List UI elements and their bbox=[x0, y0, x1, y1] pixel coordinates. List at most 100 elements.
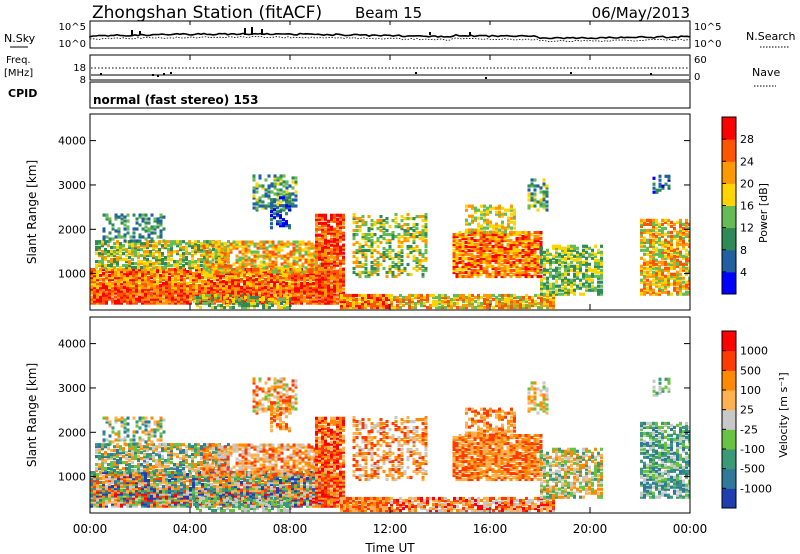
power-cell bbox=[567, 262, 570, 266]
power-cell bbox=[418, 262, 422, 267]
power-cell bbox=[330, 227, 333, 231]
power-cell bbox=[117, 301, 120, 305]
power-cell bbox=[170, 258, 173, 262]
power-cell bbox=[480, 204, 483, 208]
power-cell bbox=[183, 272, 186, 276]
power-cell bbox=[318, 249, 321, 253]
power-cell bbox=[485, 256, 489, 261]
power-cell bbox=[382, 258, 386, 263]
power-cell bbox=[191, 266, 194, 270]
power-cell bbox=[252, 280, 255, 284]
power-cell bbox=[294, 293, 297, 297]
power-cell bbox=[177, 282, 180, 286]
power-cell bbox=[300, 291, 303, 295]
power-cell bbox=[597, 274, 600, 278]
power-cell bbox=[506, 235, 510, 239]
power-cell bbox=[394, 274, 398, 279]
power-cell bbox=[539, 202, 543, 206]
power-cell bbox=[291, 276, 294, 280]
power-cell bbox=[135, 297, 138, 301]
power-cell bbox=[241, 242, 245, 246]
freq-label-line1: Freq. bbox=[6, 55, 31, 66]
power-cell bbox=[400, 225, 404, 229]
power-cell bbox=[658, 290, 661, 294]
power-cell bbox=[418, 248, 422, 253]
power-cell bbox=[533, 266, 537, 271]
power-cell bbox=[573, 288, 576, 292]
power-cell bbox=[204, 286, 207, 290]
power-cell bbox=[241, 262, 245, 266]
power-cell bbox=[483, 212, 486, 216]
power-cell bbox=[467, 266, 471, 271]
power-cell bbox=[101, 242, 104, 246]
power-cell bbox=[518, 272, 522, 277]
power-cell bbox=[555, 260, 558, 264]
power-cell bbox=[540, 297, 543, 302]
power-cell bbox=[333, 261, 336, 265]
power-cell bbox=[321, 285, 324, 289]
power-cell bbox=[288, 226, 291, 230]
power-cell bbox=[585, 284, 588, 288]
power-cell bbox=[352, 254, 356, 259]
power-cell bbox=[294, 278, 297, 282]
power-cell bbox=[453, 303, 456, 308]
power-cell bbox=[321, 261, 324, 265]
power-cell bbox=[271, 254, 275, 258]
power-cell bbox=[280, 248, 284, 252]
power-cell bbox=[527, 272, 531, 277]
power-cell bbox=[144, 280, 147, 284]
power-cell bbox=[361, 295, 364, 300]
power-cell bbox=[132, 239, 136, 243]
power-cell bbox=[670, 224, 673, 228]
power-cell bbox=[220, 264, 224, 268]
power-cell bbox=[102, 278, 105, 282]
power-cell bbox=[421, 272, 425, 277]
power-cell bbox=[485, 270, 489, 275]
power-cell bbox=[573, 292, 576, 296]
power-cell bbox=[135, 280, 138, 284]
power-cell bbox=[310, 258, 314, 262]
power-cell bbox=[567, 290, 570, 294]
power-cell bbox=[558, 292, 561, 296]
power-cell bbox=[379, 252, 383, 257]
power-cell bbox=[600, 256, 603, 260]
power-cell bbox=[271, 270, 275, 274]
power-cell bbox=[114, 272, 117, 276]
power-cell bbox=[506, 246, 510, 251]
power-cell bbox=[497, 258, 501, 263]
power-cell bbox=[252, 274, 255, 278]
power-cell bbox=[295, 256, 299, 260]
power-cell bbox=[673, 254, 676, 258]
power-cell bbox=[229, 264, 233, 268]
power-cell bbox=[512, 260, 516, 265]
power-cell bbox=[259, 254, 263, 258]
power-cell bbox=[216, 282, 219, 286]
power-cell bbox=[397, 252, 401, 257]
power-cell bbox=[291, 176, 295, 180]
power-cell bbox=[171, 272, 174, 276]
power-cell bbox=[102, 227, 106, 231]
power-cell bbox=[170, 250, 173, 254]
power-cell bbox=[513, 208, 516, 212]
power-cell bbox=[321, 271, 324, 275]
power-cell bbox=[330, 261, 333, 265]
power-cell bbox=[315, 243, 318, 247]
power-cell bbox=[93, 278, 96, 282]
power-cell bbox=[530, 198, 534, 202]
power-cell bbox=[509, 268, 513, 273]
power-cell bbox=[111, 274, 114, 278]
power-cell bbox=[113, 262, 116, 266]
power-cell bbox=[513, 216, 516, 220]
power-cell bbox=[131, 254, 134, 258]
power-cell bbox=[518, 248, 522, 253]
power-cell bbox=[507, 226, 510, 230]
power-cell bbox=[165, 280, 168, 284]
power-cell bbox=[367, 237, 371, 241]
power-cell bbox=[201, 280, 204, 284]
power-cell bbox=[191, 242, 194, 246]
power-cell bbox=[649, 280, 652, 284]
power-cell bbox=[162, 274, 165, 278]
power-cell bbox=[170, 264, 173, 268]
power-cell bbox=[286, 268, 290, 272]
power-cell bbox=[102, 274, 105, 278]
